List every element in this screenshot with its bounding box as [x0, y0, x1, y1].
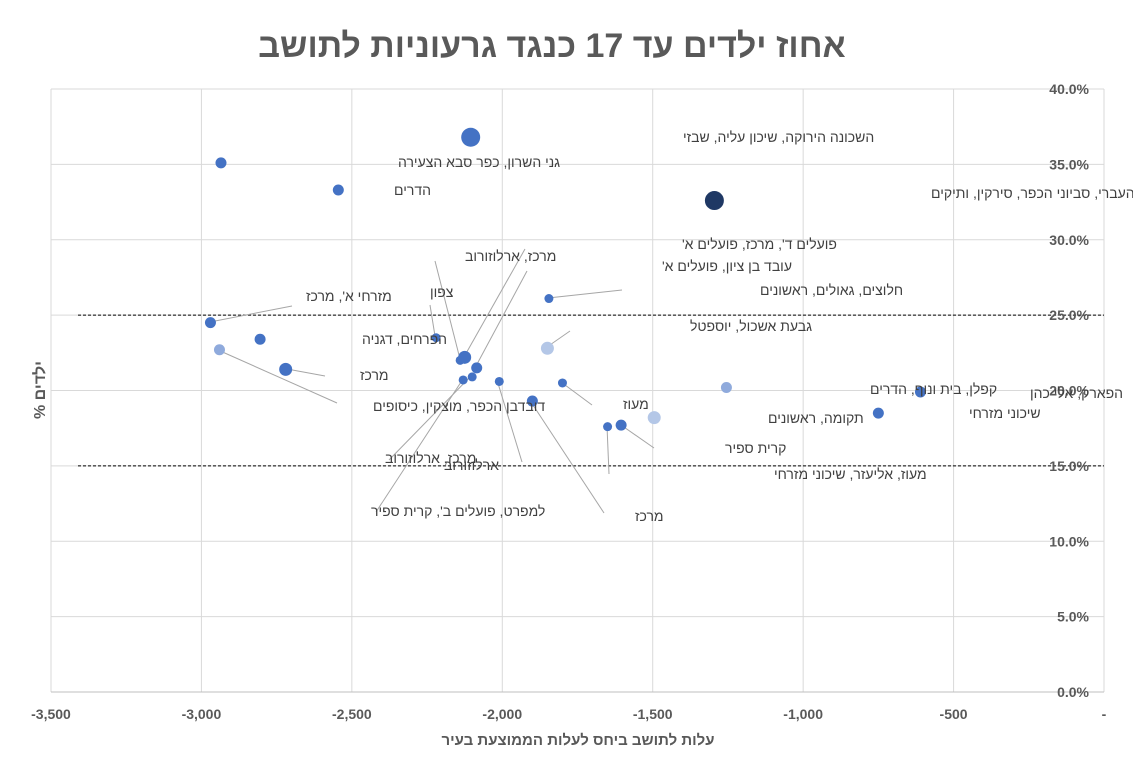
data-label: למפרט, פועלים ב', קרית ספיר — [371, 503, 545, 519]
y-tick-label: 0.0% — [1057, 684, 1089, 700]
data-label: מזרחי א', מרכז — [306, 288, 392, 304]
tick-labels: 0.0% 5.0% 10.0% 15.0% 20.0% 25.0% 30.0% 35.0% 40… — [31, 81, 1107, 722]
data-label: דובדבן הכפר, מוצקין, כיסופים — [373, 398, 545, 414]
data-label: מרכז — [635, 508, 664, 524]
data-point — [467, 372, 477, 382]
data-label: ארלוזורוב — [444, 457, 499, 473]
leader-line — [429, 304, 436, 337]
data-point — [914, 386, 926, 398]
data-point — [720, 381, 732, 393]
data-label: עובד בן ציון, פועלים א' — [662, 258, 792, 274]
data-points — [204, 127, 926, 432]
data-label: קפלן, בית ונוף, הדרים — [870, 381, 997, 397]
data-point — [526, 395, 538, 407]
data-label: חלוצים, גאולים, ראשונים — [760, 282, 903, 298]
data-point — [544, 294, 554, 304]
data-point — [603, 422, 613, 432]
leader-line — [209, 305, 293, 323]
data-point — [458, 375, 468, 385]
data-label: קרית ספיר — [725, 440, 786, 456]
leader-line — [620, 424, 655, 449]
y-tick-label: 25.0% — [1049, 307, 1089, 323]
data-label: הדרים — [394, 182, 431, 198]
data-point — [471, 362, 483, 374]
leader-line — [547, 289, 623, 299]
data-label: הזמר העברי, סביוני הכפר, סירקין, ותיקים — [931, 185, 1133, 201]
data-point — [540, 341, 554, 355]
data-point — [615, 419, 627, 431]
leader-line — [606, 425, 610, 475]
data-point — [254, 333, 266, 345]
y-tick-label: 5.0% — [1057, 609, 1089, 625]
data-label: מרכז, ארלוזורוב — [465, 248, 556, 264]
leader-line — [463, 248, 526, 358]
data-label: השכונה הירוקה, שיכון עליה, שבזי — [683, 129, 874, 145]
data-label: מרכז — [360, 367, 389, 383]
y-tick-label: 15.0% — [1049, 458, 1089, 474]
data-point — [461, 127, 481, 147]
data-label: תקומה, ראשונים — [768, 410, 864, 426]
data-point — [215, 157, 227, 169]
x-axis-title: עלות לתושב ביחס לעלות הממוצעת בעיר — [442, 732, 715, 749]
y-tick-label: 40.0% — [1049, 81, 1089, 97]
data-label: מעוז — [623, 396, 649, 412]
data-label: הפארק, אלי כהן — [1030, 385, 1123, 401]
x-tick-label: -500 — [940, 706, 968, 722]
x-tick-label: - — [1102, 706, 1107, 722]
data-label: גבעת אשכול, יוספטל — [690, 318, 812, 334]
data-point — [279, 362, 293, 376]
leader-line — [475, 270, 528, 367]
data-labels: השכונה הירוקה, שיכון עליה, שבזי גני השרון… — [306, 129, 1133, 524]
y-axis-title: % ילדים — [31, 361, 49, 419]
data-label: פועלים ד', מרכז, פועלים א' — [682, 236, 837, 252]
data-label: גני השרון, כפר סבא הצעירה — [398, 154, 560, 170]
y-tick-label: 35.0% — [1049, 156, 1089, 172]
data-point — [557, 378, 567, 388]
data-point — [872, 407, 884, 419]
y-tick-label: 10.0% — [1049, 533, 1089, 549]
data-point — [704, 191, 724, 211]
data-label: שיכוני מזרחי — [969, 405, 1041, 421]
data-label: מרכז, ארלוזורוב — [385, 450, 476, 466]
x-tick-label: -2,500 — [332, 706, 372, 722]
data-label: צפון — [430, 284, 454, 300]
data-point — [213, 344, 225, 356]
leader-line — [375, 378, 464, 513]
x-tick-label: -3,000 — [182, 706, 222, 722]
leader-line — [388, 375, 472, 461]
leader-line — [530, 401, 605, 514]
x-tick-label: -3,500 — [31, 706, 71, 722]
data-label: מעוז, אליעזר, שיכוני מזרחי — [774, 466, 927, 482]
y-tick-label: 20.0% — [1049, 383, 1089, 399]
x-tick-label: -2,000 — [482, 706, 522, 722]
data-point — [204, 317, 216, 329]
data-point — [494, 376, 504, 386]
data-point — [431, 333, 441, 343]
leader-line — [560, 381, 593, 406]
leader-line — [217, 349, 338, 404]
data-point — [647, 411, 661, 425]
y-tick-label: 30.0% — [1049, 232, 1089, 248]
leader-line — [496, 379, 523, 463]
chart-title: אחוז ילדים עד 17 כנגד גרעוניות לתושב — [258, 27, 845, 65]
gridlines — [51, 88, 1105, 692]
x-tick-label: -1,500 — [633, 706, 673, 722]
x-tick-label: -1,000 — [783, 706, 823, 722]
leader-line — [286, 368, 326, 377]
data-point — [332, 184, 344, 196]
data-label: הפרחים, דגניה — [362, 331, 447, 347]
leader-lines — [209, 248, 655, 514]
axes — [50, 88, 1104, 693]
data-point — [455, 355, 465, 365]
leader-line — [434, 260, 461, 360]
